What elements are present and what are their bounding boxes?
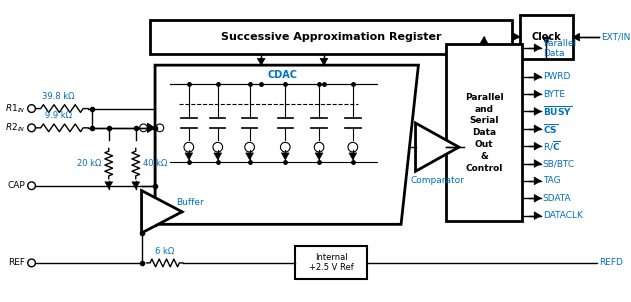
Polygon shape [281, 153, 289, 160]
Text: Internal
+2.5 V Ref: Internal +2.5 V Ref [309, 253, 353, 272]
Text: 20 kΩ: 20 kΩ [76, 159, 101, 168]
Polygon shape [534, 90, 541, 98]
Text: Parallel
and
Serial
Data
Out
&
Control: Parallel and Serial Data Out & Control [464, 93, 504, 172]
Bar [295, 246, 367, 279]
Polygon shape [534, 73, 541, 81]
Polygon shape [573, 33, 579, 41]
Text: Successive Approximation Register: Successive Approximation Register [221, 32, 441, 42]
Text: 39.8 kΩ: 39.8 kΩ [42, 92, 75, 101]
Polygon shape [534, 142, 541, 150]
Polygon shape [480, 37, 488, 43]
Polygon shape [446, 143, 453, 151]
Polygon shape [534, 108, 541, 115]
Polygon shape [513, 33, 520, 40]
Polygon shape [316, 153, 323, 160]
Polygon shape [534, 125, 541, 133]
Polygon shape [132, 182, 139, 189]
Polygon shape [141, 191, 182, 233]
Text: 40 kΩ: 40 kΩ [143, 159, 168, 168]
Text: DATACLK: DATACLK [543, 211, 583, 220]
Bar [446, 44, 522, 221]
Polygon shape [543, 37, 550, 44]
Text: Buffer: Buffer [176, 198, 204, 207]
Text: PWRD: PWRD [543, 72, 570, 81]
Bar [150, 20, 512, 53]
Text: CAP: CAP [7, 181, 25, 190]
Polygon shape [534, 194, 541, 202]
Polygon shape [245, 153, 254, 160]
Text: CDAC: CDAC [268, 70, 298, 80]
Polygon shape [257, 58, 265, 65]
Text: 9.9 kΩ: 9.9 kΩ [45, 111, 72, 120]
Text: $R1_{IN}$: $R1_{IN}$ [5, 102, 26, 115]
Polygon shape [534, 44, 541, 52]
Text: Parallel: Parallel [543, 40, 576, 48]
Polygon shape [534, 160, 541, 167]
Text: Clock: Clock [531, 32, 561, 42]
Text: 6 kΩ: 6 kΩ [155, 247, 174, 256]
Bar [520, 15, 573, 59]
Polygon shape [534, 212, 541, 220]
Polygon shape [320, 58, 327, 65]
Text: R/$\mathbf{\overline{C}}$: R/$\mathbf{\overline{C}}$ [543, 140, 561, 153]
Polygon shape [349, 153, 357, 160]
Text: SDATA: SDATA [543, 194, 572, 203]
Text: TAG: TAG [543, 176, 560, 185]
Text: Data: Data [543, 49, 564, 58]
Text: SB/BTC: SB/BTC [543, 159, 575, 168]
Text: REFD: REFD [599, 259, 623, 267]
Text: $\mathbf{\overline{BUSY}}$: $\mathbf{\overline{BUSY}}$ [543, 104, 572, 118]
Text: $R2_{IN}$: $R2_{IN}$ [5, 122, 26, 134]
Polygon shape [185, 153, 192, 160]
Text: EXT/IN: EXT/IN [601, 33, 630, 42]
Text: REF: REF [8, 259, 25, 267]
Polygon shape [105, 182, 112, 189]
Polygon shape [214, 153, 221, 160]
Polygon shape [534, 177, 541, 185]
Text: $\mathbf{\overline{CS}}$: $\mathbf{\overline{CS}}$ [543, 122, 558, 136]
Polygon shape [147, 123, 155, 133]
Polygon shape [416, 123, 459, 171]
Text: BYTE: BYTE [543, 90, 565, 98]
Polygon shape [155, 65, 418, 224]
Text: Comparator: Comparator [410, 176, 464, 185]
